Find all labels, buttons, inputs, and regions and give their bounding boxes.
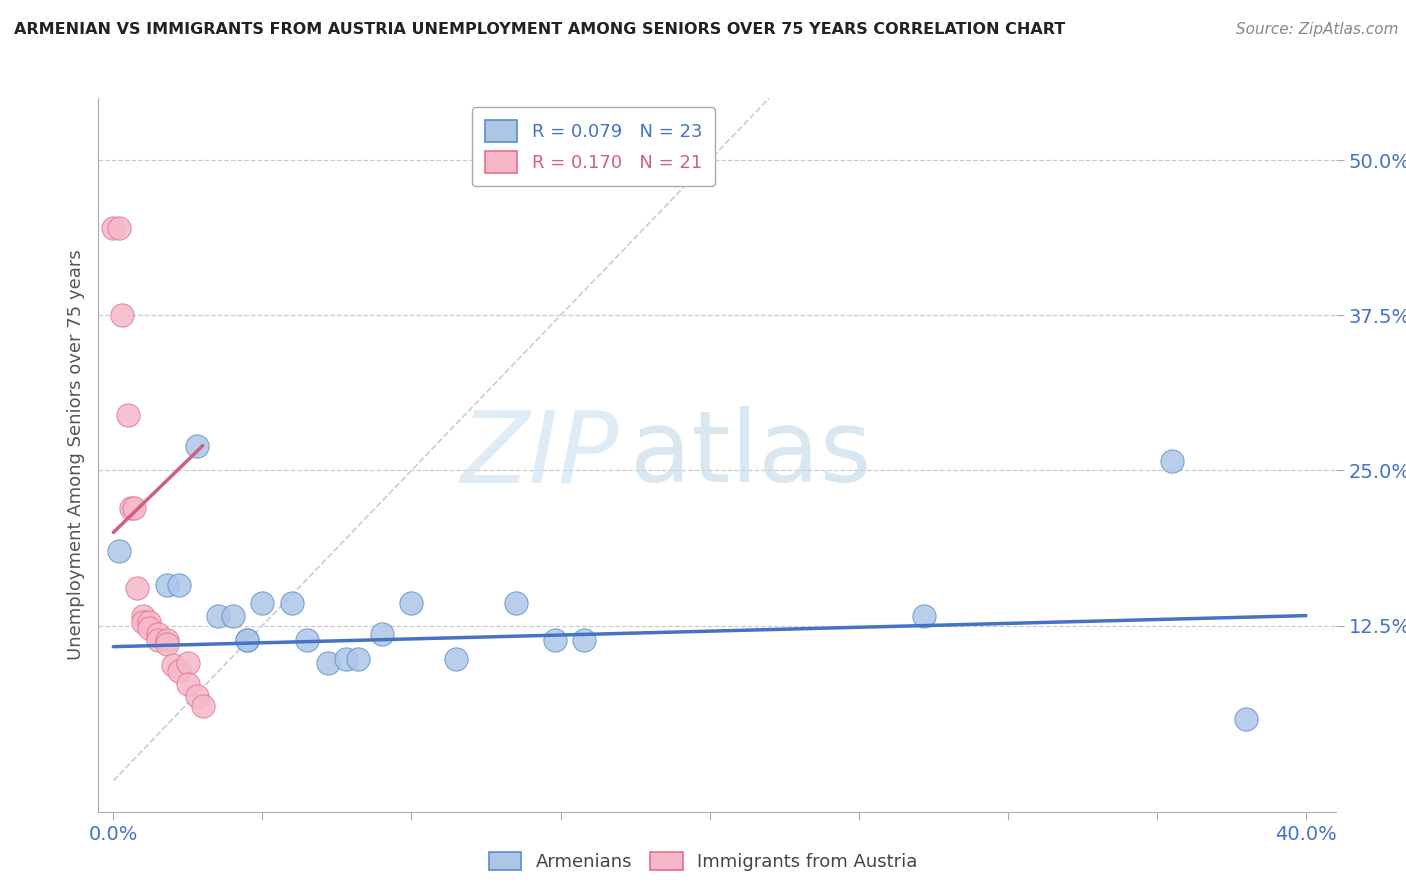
Legend: Armenians, Immigrants from Austria: Armenians, Immigrants from Austria — [481, 845, 925, 879]
Point — [120, 500, 142, 515]
Point — [156, 577, 179, 591]
Point — [108, 544, 131, 558]
Point — [156, 637, 179, 651]
Point — [138, 615, 160, 629]
Point — [132, 608, 155, 623]
Point — [111, 308, 134, 322]
Text: ARMENIAN VS IMMIGRANTS FROM AUSTRIA UNEMPLOYMENT AMONG SENIORS OVER 75 YEARS COR: ARMENIAN VS IMMIGRANTS FROM AUSTRIA UNEM… — [14, 22, 1066, 37]
Point — [103, 221, 125, 235]
Point — [108, 221, 131, 235]
Point — [444, 652, 467, 666]
Point — [177, 656, 200, 670]
Point — [162, 658, 184, 673]
Point — [543, 633, 565, 648]
Point — [252, 596, 274, 610]
Point — [207, 608, 229, 623]
Point — [146, 627, 169, 641]
Point — [1160, 453, 1182, 467]
Point — [281, 596, 304, 610]
Point — [191, 699, 214, 714]
Point — [132, 615, 155, 629]
Text: atlas: atlas — [630, 407, 872, 503]
Point — [370, 627, 392, 641]
Text: Source: ZipAtlas.com: Source: ZipAtlas.com — [1236, 22, 1399, 37]
Point — [346, 652, 368, 666]
Point — [1234, 712, 1257, 726]
Point — [912, 608, 935, 623]
Legend: R = 0.079   N = 23, R = 0.170   N = 21: R = 0.079 N = 23, R = 0.170 N = 21 — [472, 107, 714, 186]
Point — [167, 665, 190, 679]
Point — [146, 633, 169, 648]
Point — [127, 582, 149, 596]
Point — [186, 439, 208, 453]
Point — [122, 500, 145, 515]
Point — [177, 677, 200, 691]
Text: ZIP: ZIP — [460, 407, 619, 503]
Point — [236, 633, 259, 648]
Point — [316, 656, 339, 670]
Point — [186, 690, 208, 704]
Point — [138, 621, 160, 635]
Point — [335, 652, 357, 666]
Point — [117, 408, 139, 422]
Y-axis label: Unemployment Among Seniors over 75 years: Unemployment Among Seniors over 75 years — [66, 250, 84, 660]
Point — [167, 577, 190, 591]
Point — [295, 633, 318, 648]
Point — [221, 608, 243, 623]
Point — [401, 596, 423, 610]
Point — [574, 633, 596, 648]
Point — [505, 596, 527, 610]
Point — [156, 633, 179, 648]
Point — [236, 633, 259, 648]
